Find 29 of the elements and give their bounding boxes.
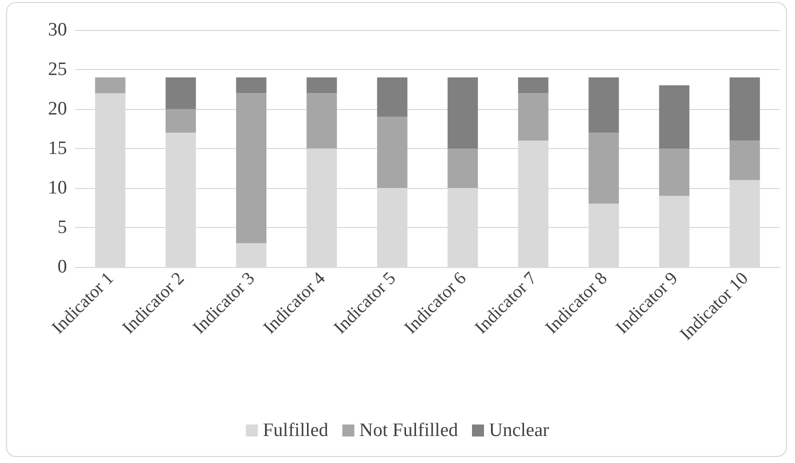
bar [730, 77, 760, 141]
bar [236, 77, 266, 94]
y-tick-label: 25 [48, 59, 67, 80]
bar [518, 77, 548, 94]
bar [166, 77, 196, 109]
bar [730, 140, 760, 180]
bar [306, 93, 337, 148]
bar [377, 116, 408, 188]
bar [588, 132, 619, 204]
bar [448, 148, 478, 188]
bar [448, 77, 478, 148]
bar [95, 77, 126, 94]
legend-label: Unclear [489, 420, 550, 441]
bar [377, 77, 408, 117]
y-tick-label: 20 [48, 98, 67, 120]
bar [306, 77, 337, 94]
bar [588, 77, 619, 133]
y-tick-label: 15 [48, 138, 67, 159]
bar [659, 85, 690, 148]
y-tick-label: 30 [48, 20, 67, 40]
bar [518, 93, 548, 141]
y-tick-label: 10 [48, 178, 67, 198]
bar [236, 93, 266, 244]
legend-label: Fulfilled [262, 420, 329, 441]
bar [166, 109, 196, 133]
bar [659, 148, 690, 196]
y-tick-label: 0 [58, 256, 67, 278]
y-tick-label: 5 [58, 217, 67, 238]
legend-label: Not Fulfilled [359, 420, 459, 441]
